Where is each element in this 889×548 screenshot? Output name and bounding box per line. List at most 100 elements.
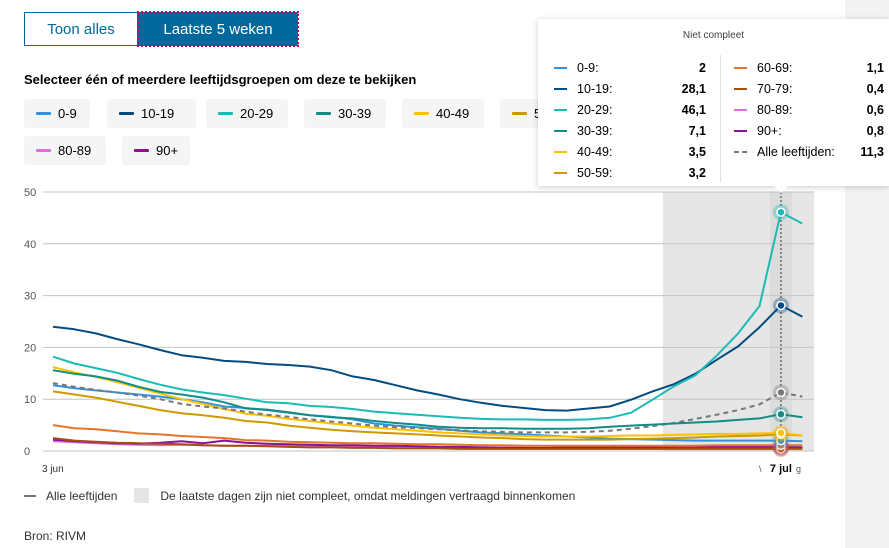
tooltip-divider [720,55,721,182]
y-tick-label: 0 [24,446,30,458]
data-point-marker [776,387,786,398]
line-swatch-icon [554,129,567,132]
x-tick-label-partial: \ [759,464,762,474]
tooltip-row-value: 46,1 [681,102,706,117]
tooltip-row-value: 0,4 [866,81,884,96]
tooltip-row-label: 20-29: [577,102,613,117]
tooltip-row: 50-59: 3,2 [554,162,706,183]
legend-incomplete-note: De laatste dagen zijn niet compleet, omd… [160,488,576,503]
y-tick-label: 30 [24,291,36,303]
tooltip-row-label: 60-69: [757,60,793,75]
y-tick-label: 50 [24,187,36,199]
tooltip-row-label: 70-79: [757,81,793,96]
x-tick-label-start: 3 jun [42,464,64,475]
tooltip-row-value: 0,8 [866,123,884,138]
y-tick-label: 40 [24,239,36,251]
source-label: Bron: RIVM [24,529,87,543]
series-line-40-49 [52,366,803,438]
tooltip-row: 30-39: 7,1 [554,120,706,141]
tooltip-row: 70-79: 0,4 [734,78,884,99]
line-swatch-icon [134,149,149,152]
series-line-90+ [52,438,803,449]
tooltip-column-2: 60-69: 1,1 70-79: 0,4 80-89: 0,6 90+: 0,8 Alle l… [734,57,884,162]
tooltip-row-value: 1,1 [866,60,884,75]
age-chip-0-9[interactable]: 0-9 [24,99,90,128]
tooltip-row-value: 2 [699,60,706,75]
tooltip-row-label: 30-39: [577,123,613,138]
tooltip-row: 60-69: 1,1 [734,57,884,78]
tooltip-row: 40-49: 3,5 [554,141,706,162]
line-swatch-icon [316,112,331,115]
age-chip-90+[interactable]: 90+ [122,136,190,165]
tooltip-row-value: 7,1 [688,123,706,138]
tooltip-row-label: 40-49: [577,144,613,159]
tooltip-row-value: 3,5 [688,144,706,159]
chip-label: 5 [534,106,541,121]
series-line-30-39 [52,369,803,430]
x-tick-label-partial: g [796,464,801,474]
line-swatch-icon [734,66,747,69]
line-swatch-icon [36,112,51,115]
line-swatch-icon [554,66,567,69]
incomplete-shade-swatch [134,488,150,503]
tooltip-row: 0-9: 2 [554,57,706,78]
tooltip-column-1: 0-9: 2 10-19: 28,1 20-29: 46,1 30-39: 7,1 40-49:… [554,57,706,183]
time-range-toggle: Toon alles Laatste 5 weken [24,11,299,47]
series-line-60-69 [52,424,803,447]
chip-label: 0-9 [58,106,77,121]
series-line-20-29 [52,211,803,421]
chip-label: 30-39 [338,106,372,121]
age-chip-10-19[interactable]: 10-19 [107,99,196,128]
dashed-line-icon [24,494,36,497]
line-chart: 0 10 20 30 40 50 3 jun \ 7 jul g [24,187,814,475]
line-swatch-icon [414,112,429,115]
tooltip-pointer [774,186,788,193]
legend-all-ages: Alle leeftijden [46,488,118,503]
chip-label: 90+ [156,143,179,158]
data-point-marker [776,409,786,419]
tooltip-row-value: 11,3 [860,144,884,159]
data-point-marker [776,428,786,438]
tooltip-row-value: 0,6 [866,102,884,117]
age-group-select-title: Selecteer één of meerdere leeftijdsgroep… [24,72,417,87]
x-tick-label-end: 7 jul [770,463,792,475]
age-chip-30-39[interactable]: 30-39 [304,99,386,128]
series-line-70-79 [52,437,803,450]
tooltip-row-label: 50-59: [577,165,613,180]
toggle-show-all[interactable]: Toon alles [24,12,138,46]
line-swatch-icon [554,108,567,111]
line-swatch-icon [554,150,567,153]
line-swatch-icon [218,112,233,115]
tooltip-row-label: 10-19: [577,81,613,96]
tooltip-row-label: Alle leeftijden: [757,144,835,159]
line-swatch-icon [554,87,567,90]
line-swatch-icon [734,150,747,153]
data-point-marker [776,300,786,311]
tooltip-row-value: 28,1 [681,81,706,96]
age-chip-80-89[interactable]: 80-89 [24,136,106,165]
line-swatch-icon [734,87,747,90]
line-swatch-icon [554,171,567,174]
tooltip-row: Alle leeftijden: 11,3 [734,141,884,162]
line-swatch-icon [119,112,134,115]
data-point-marker [776,207,786,217]
series-line-50-59 [52,390,803,441]
line-swatch-icon [734,129,747,132]
chip-label: 40-49 [436,106,470,121]
line-swatch-icon [734,108,747,111]
y-tick-label: 20 [24,342,36,354]
bottom-legend: Alle leeftijden De laatste dagen zijn ni… [24,488,575,503]
series-line-10-19 [52,304,803,412]
tooltip-row: 10-19: 28,1 [554,78,706,99]
age-chip-40-49[interactable]: 40-49 [402,99,484,128]
y-tick-label: 10 [24,394,36,406]
tooltip-row-label: 80-89: [757,102,793,117]
toggle-last-5-weeks[interactable]: Laatste 5 weken [137,11,299,47]
chip-label: 10-19 [141,106,175,121]
chart-tooltip: Niet compleet 0-9: 2 10-19: 28,1 20-29: 46,1 3… [538,19,889,193]
tooltip-row: 80-89: 0,6 [734,99,884,120]
age-chip-20-29[interactable]: 20-29 [206,99,288,128]
tooltip-row-label: 0-9: [577,60,599,75]
line-swatch-icon [36,149,51,152]
tooltip-row-label: 90+: [757,123,782,138]
